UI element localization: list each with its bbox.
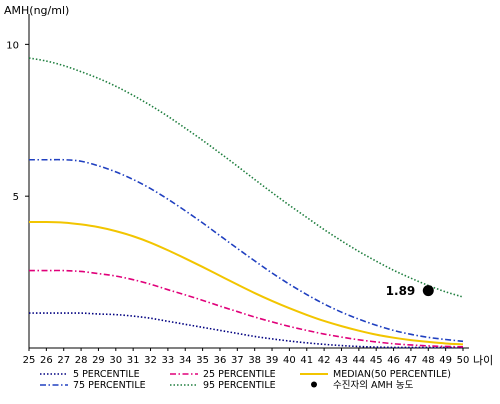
x-tick-label: 35 [196, 355, 209, 366]
series-line-4 [28, 57, 464, 298]
series-layer [28, 57, 464, 349]
x-tick-label: 41 [300, 355, 313, 366]
x-tick-label: 27 [57, 355, 70, 366]
legend-marker-swatch [311, 381, 317, 388]
x-tick-label: 37 [231, 355, 244, 366]
legend-label-4: 95 PERCENTILE [203, 380, 276, 391]
x-tick-label: 45 [370, 355, 383, 366]
amh-marker-label: 1.89 [386, 284, 416, 298]
x-tick-label: 25 [23, 355, 36, 366]
x-tick-label: 46 [387, 355, 400, 366]
x-tick-label: 34 [179, 355, 192, 366]
x-tick-label: 31 [127, 355, 140, 366]
x-axis-label: 나이 [473, 354, 493, 367]
legend-marker-label: 수진자의 AMH 농도 [333, 380, 414, 391]
legend-label-1: 25 PERCENTILE [203, 369, 276, 380]
y-tick-label: 10 [6, 40, 19, 51]
x-tick-label: 48 [422, 355, 435, 366]
amh-marker-point [422, 285, 434, 297]
x-tick-label: 42 [318, 355, 331, 366]
x-tick-label: 29 [92, 355, 105, 366]
series-line-2 [28, 220, 464, 346]
x-tick-label: 50 [457, 355, 470, 366]
series-line-3 [28, 158, 464, 343]
x-tick-label: 36 [214, 355, 227, 366]
x-tick-label: 33 [162, 355, 175, 366]
legend-label-2: MEDIAN(50 PERCENTILE) [333, 369, 451, 380]
marker-layer: 1.89 [386, 284, 434, 298]
x-tick-label: 30 [109, 355, 122, 366]
axes: 5 10 25 26 27 28 29 30 31 32 33 34 35 36 37 38 39 40 41 42 4… [4, 4, 493, 367]
x-tick-label: 39 [266, 355, 279, 366]
legend-label-3: 75 PERCENTILE [73, 380, 146, 391]
y-tick-label: 5 [13, 192, 19, 203]
x-tick-label: 38 [248, 355, 261, 366]
x-tick-label: 49 [439, 355, 452, 366]
x-tick-label: 26 [40, 355, 53, 366]
x-tick-label: 40 [283, 355, 296, 366]
series-line-0 [29, 312, 463, 349]
x-tick-label: 43 [335, 355, 348, 366]
x-tick-label: 44 [352, 355, 365, 366]
y-axis-label: AMH(ng/ml) [4, 4, 69, 17]
legend: 5 PERCENTILE 25 PERCENTILE MEDIAN(50 PERCE… [40, 369, 451, 391]
series-line-1 [29, 269, 464, 348]
x-tick-label: 47 [405, 355, 418, 366]
x-tick-label: 32 [144, 355, 157, 366]
legend-label-0: 5 PERCENTILE [73, 369, 140, 380]
x-tick-label: 28 [75, 355, 88, 366]
